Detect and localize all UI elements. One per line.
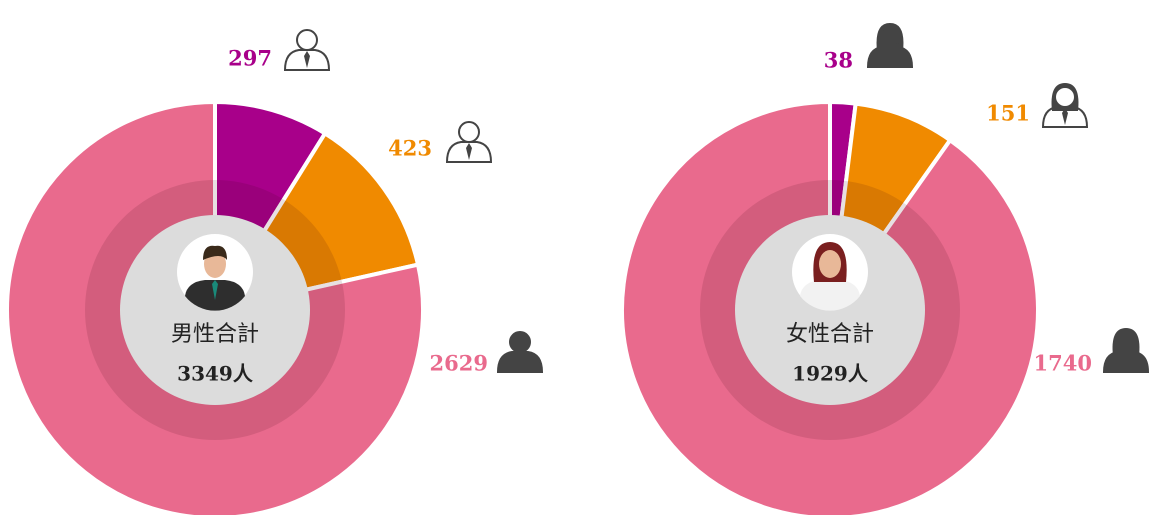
person-icon (1043, 83, 1087, 127)
person-icon (868, 23, 912, 67)
icon-head (459, 122, 479, 142)
center-title: 女性合計 (786, 322, 874, 347)
icon-body (498, 352, 542, 372)
person-icon (498, 332, 542, 372)
person-icon (1104, 328, 1148, 372)
icon-head (880, 27, 900, 47)
value-label: 1740 (1034, 351, 1092, 376)
value-label: 423 (388, 136, 432, 161)
icon-head (297, 30, 317, 50)
value-label: 2629 (430, 351, 488, 376)
center-total: 1929人 (792, 362, 869, 386)
icon-head (510, 332, 530, 352)
infographic: 男性合計 3349人 297 423 2629 女性合計 1929人 38 151 1740 (0, 0, 1153, 515)
icon-head (1055, 87, 1075, 107)
value-label: 297 (228, 46, 272, 71)
center-total: 3349人 (177, 362, 254, 386)
person-icon (285, 30, 329, 70)
person-icon (447, 122, 491, 162)
value-label: 151 (986, 101, 1030, 126)
icon-head (1116, 332, 1136, 352)
value-label: 38 (824, 48, 853, 73)
center-title: 男性合計 (171, 322, 259, 347)
avatar-face (819, 250, 841, 278)
